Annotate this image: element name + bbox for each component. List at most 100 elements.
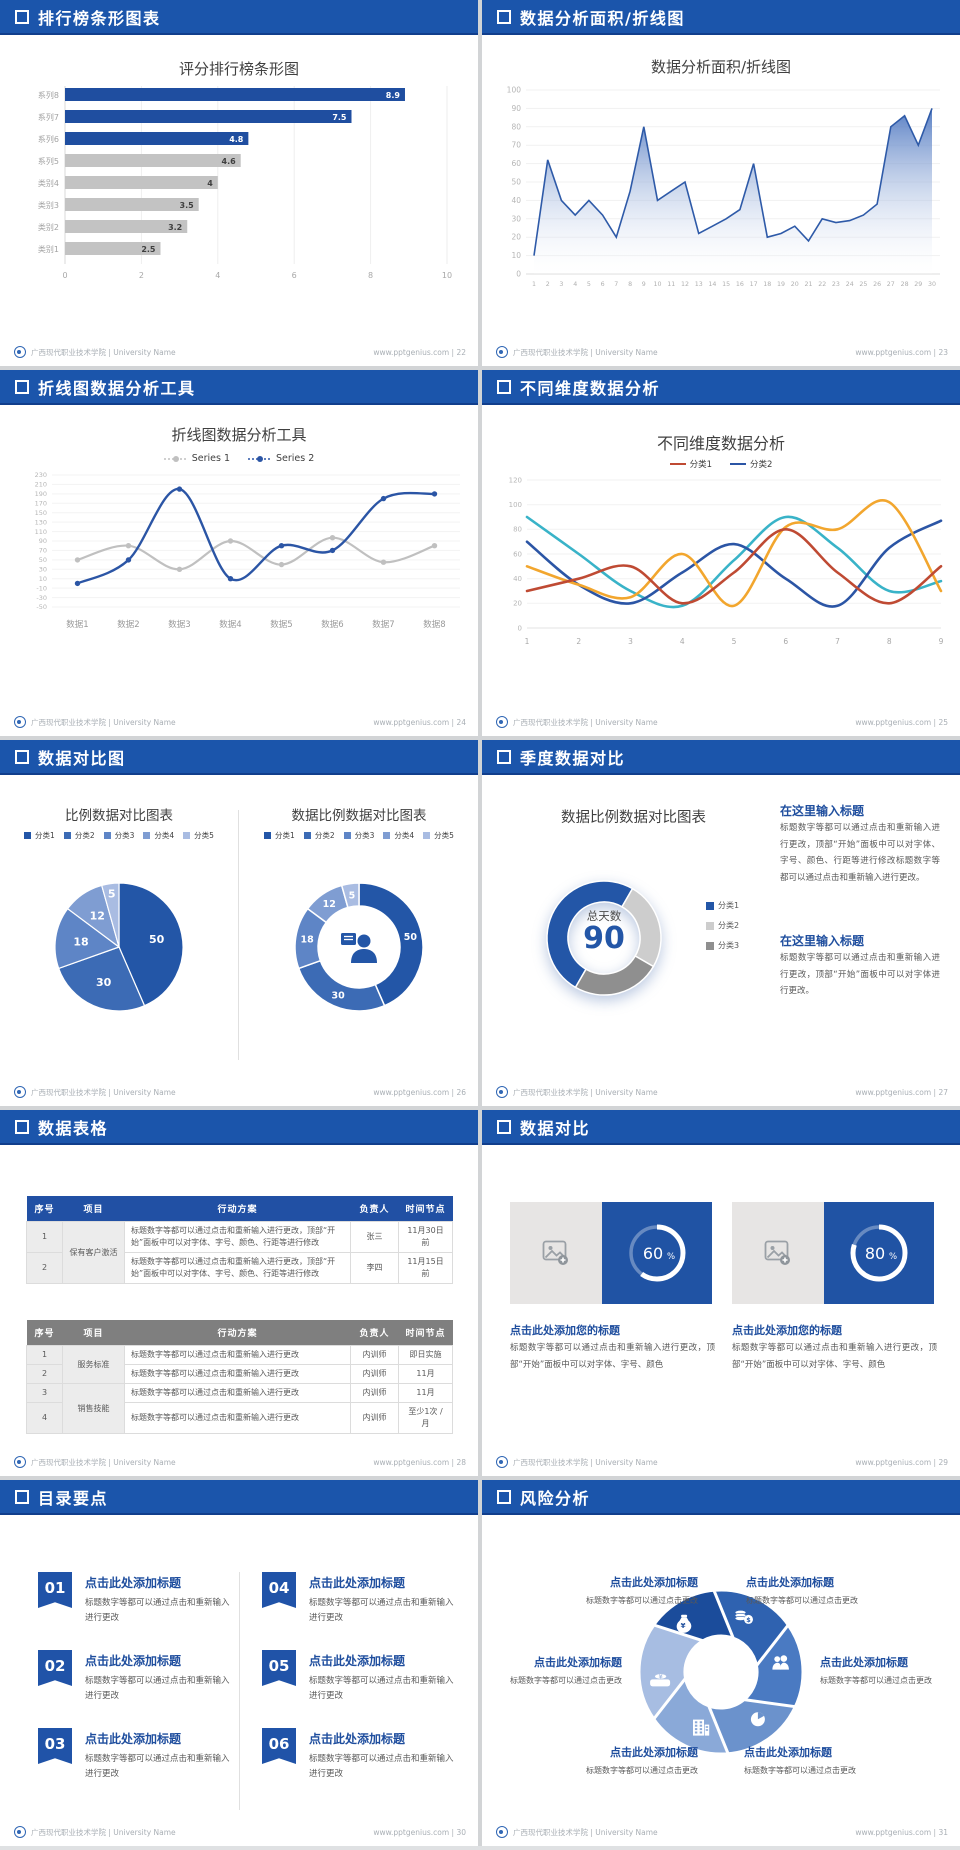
svg-text:13: 13: [695, 281, 703, 288]
legend-item: 分类1: [706, 900, 739, 911]
slide-thumbnail-area-chart[interactable]: 数据分析面积/折线图 数据分析面积/折线图 0 10 20 30 40 50 60 70 80 9…: [482, 0, 960, 366]
slide-thumbnail-toc[interactable]: 目录要点 01 点击此处添加标题 标题数字等都可以通过点击和重新输入进行更改 02 点击…: [0, 1480, 478, 1846]
svg-text:%: %: [889, 1252, 897, 1262]
svg-text:数据8: 数据8: [423, 619, 445, 630]
risk-item-top-left: 点击此处添加标题 标题数字等都可以通过点击更改: [510, 1572, 698, 1608]
university-logo-icon: [496, 1086, 508, 1098]
svg-text:7: 7: [614, 281, 618, 288]
risk-item-mid-right: 点击此处添加标题 标题数字等都可以通过点击更改: [820, 1652, 940, 1688]
svg-text:3: 3: [628, 637, 633, 646]
toc-number-badge: 05: [262, 1650, 296, 1686]
donut-title: 数据比例数据对比图表: [561, 810, 706, 826]
toc-text: 点击此处添加标题 标题数字等都可以通过点击和重新输入进行更改: [85, 1728, 235, 1783]
university-logo-icon: [496, 1826, 508, 1838]
svg-text:系列5: 系列5: [38, 156, 59, 166]
footer-right: www.pptgenius.com | 27: [855, 1087, 948, 1097]
legend-label: 分类1: [35, 831, 55, 840]
block-body: 标题数字等都可以通过点击和重新输入进行更改，顶部“开始”面板中可以对字体、字号、…: [780, 823, 940, 883]
table-row: 1 保有客户激活 标题数字等都可以通过点击和重新输入进行更改，顶部“开始”面板中可以…: [26, 1221, 453, 1284]
legend-label: 分类2: [750, 460, 773, 470]
legend-label: 分类3: [718, 941, 740, 950]
square-bullet-icon: [497, 1489, 511, 1504]
svg-text:2: 2: [139, 271, 144, 280]
svg-text:-50: -50: [36, 603, 47, 611]
table-row: 2 标题数字等都可以通过点击和重新输入进行更改，顶部“开始”面板中可以对字体、字号…: [26, 1252, 453, 1284]
donut-center-label: 总天数: [586, 909, 622, 923]
card-body: 标题数字等都可以通过点击和重新输入进行更改，顶部“开始”面板中可以对字体、字号、…: [510, 1343, 715, 1370]
university-logo-icon: [14, 346, 26, 358]
svg-text:-30: -30: [36, 594, 47, 602]
toc-number-badge: 03: [38, 1728, 72, 1764]
slide-thumbnail-ranking-bar[interactable]: 排行榜条形图表 评分排行榜条形图 0 2 4 6 8 10 系列8 8.9 系列7 7.5 系列6 4…: [0, 0, 478, 366]
svg-text:1: 1: [525, 637, 530, 646]
svg-text:60: 60: [643, 1244, 663, 1263]
progress-ring-60: 60%: [602, 1202, 712, 1304]
svg-text:8: 8: [368, 271, 373, 280]
svg-text:40: 40: [513, 575, 522, 583]
svg-text:60: 60: [513, 550, 522, 558]
svg-text:230: 230: [35, 471, 47, 479]
svg-text:数据7: 数据7: [372, 619, 394, 630]
svg-text:150: 150: [35, 509, 47, 517]
footer-right: www.pptgenius.com | 23: [855, 347, 948, 357]
toc-body: 标题数字等都可以通过点击和重新输入进行更改: [85, 1676, 230, 1702]
slide-header: 目录要点: [0, 1480, 478, 1515]
slide-thumbnail-progress-compare[interactable]: 数据对比 60%: [482, 1110, 960, 1476]
legend-label: 分类3: [114, 831, 135, 840]
risk-body: 标题数字等都可以通过点击更改: [746, 1596, 858, 1605]
slide-footer: 广西现代职业技术学院 | University Name www.pptgeniu…: [14, 716, 466, 728]
university-logo-icon: [496, 1456, 508, 1468]
university-logo-icon: [14, 1456, 26, 1468]
risk-body: 标题数字等都可以通过点击更改: [586, 1766, 698, 1775]
square-bullet-icon: [497, 1119, 511, 1134]
chart-title: 不同维度数据分析: [656, 434, 785, 453]
slide-header-title: 排行榜条形图表: [38, 8, 161, 28]
progress-card: 60%: [510, 1202, 712, 1304]
square-bullet-icon: [15, 1489, 29, 1504]
risk-body: 标题数字等都可以通过点击更改: [510, 1676, 622, 1685]
legend-item: 分类2: [706, 920, 739, 931]
slide-header: 数据对比: [482, 1110, 960, 1145]
footer-left: 广西现代职业技术学院 | University Name: [496, 1086, 658, 1098]
legend-item: Series 2: [248, 453, 314, 464]
slide-header-title: 目录要点: [38, 1488, 109, 1508]
slide-thumbnail-data-tables[interactable]: 数据表格 序号 项目 行动方案 负责人 时间节点 1 保有客户激活 标题数字等都可以通过点击和…: [0, 1110, 478, 1476]
university-name: 广西现代职业技术学院 | University Name: [31, 1087, 176, 1097]
svg-text:30: 30: [928, 281, 936, 288]
slide-thumbnail-quarter-donut[interactable]: 季度数据对比 数据比例数据对比图表 总天数 90 分类1 分类2 分类3 在这里输入…: [482, 740, 960, 1106]
svg-text:8.9: 8.9: [386, 91, 401, 100]
svg-text:15: 15: [722, 281, 730, 288]
svg-text:0: 0: [518, 624, 522, 632]
slide-header: 排行榜条形图表: [0, 0, 478, 35]
slide-thumbnail-pie-charts[interactable]: 数据对比图 比例数据对比图表 数据比例数据对比图表 分类1 分类2 分类3 分类4 分类…: [0, 740, 478, 1106]
slide-header-title: 数据分析面积/折线图: [520, 8, 685, 28]
slide-footer: 广西现代职业技术学院 | University Name www.pptgeniu…: [496, 1826, 948, 1838]
footer-right: www.pptgenius.com | 28: [373, 1457, 466, 1467]
svg-text:2: 2: [576, 637, 581, 646]
moneybag-icon: ¥: [676, 1614, 692, 1633]
svg-text:8: 8: [887, 637, 892, 646]
square-bullet-icon: [15, 379, 29, 394]
slide-header-title: 季度数据对比: [520, 748, 626, 768]
toc-body: 标题数字等都可以通过点击和重新输入进行更改: [85, 1754, 230, 1780]
legend-label: 分类5: [194, 831, 214, 840]
svg-text:0: 0: [516, 270, 521, 279]
table-header-cell: 时间节点: [398, 1320, 453, 1346]
legend-item: 分类1: [24, 830, 55, 841]
toc-text: 点击此处添加标题 标题数字等都可以通过点击和重新输入进行更改: [309, 1572, 459, 1627]
svg-text:30: 30: [331, 991, 345, 1002]
pie-chart-icon: [750, 1712, 765, 1727]
slide-header-title: 数据对比图: [38, 748, 126, 768]
slide-thumbnail-multiline-chart[interactable]: 不同维度数据分析 不同维度数据分析 分类1 分类2 0 20 40 60 80 100 120…: [482, 370, 960, 736]
add-image-icon: [542, 1240, 568, 1265]
svg-text:6: 6: [292, 271, 297, 280]
svg-text:50: 50: [39, 556, 47, 564]
legend-label: 分类2: [718, 921, 740, 930]
slide-thumbnail-line-chart[interactable]: 折线图数据分析工具 折线图数据分析工具 Series 1 Series 2 230…: [0, 370, 478, 736]
slide-thumbnail-risk-analysis[interactable]: 风险分析 ¥ $ ¥ 点击此处添加标题 标题数字等都可以通过点击更改 点击此处添加标…: [482, 1480, 960, 1846]
square-bullet-icon: [15, 749, 29, 764]
svg-text:30: 30: [39, 566, 47, 574]
ranking-bar-chart: 0 2 4 6 8 10 系列8 8.9 系列7 7.5 系列6 4.8 系列5 4.6 类别4 4 类别3 3.…: [38, 86, 452, 280]
coins-icon: $: [734, 1610, 753, 1624]
